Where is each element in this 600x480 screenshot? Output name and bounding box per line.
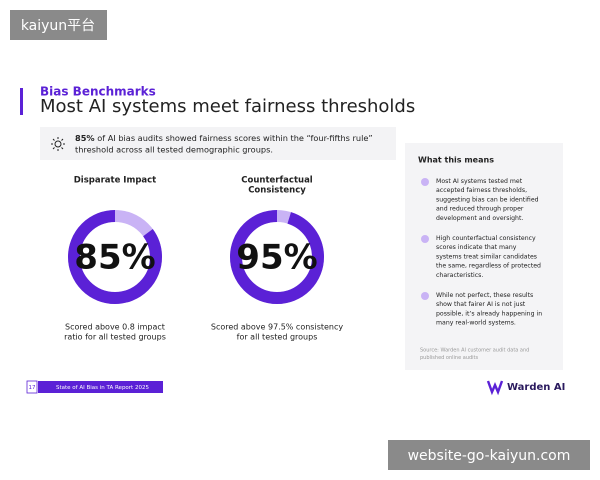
bullet-text: and reduced through proper bbox=[436, 206, 524, 213]
bullet-text: Most AI systems tested met bbox=[436, 178, 523, 185]
bullet-text: characteristics. bbox=[436, 272, 483, 279]
metric-caption: Scored above 97.5% consistency bbox=[211, 323, 344, 332]
callout-text: 85% of AI bias audits showed fairness sc… bbox=[75, 133, 373, 143]
sun-icon bbox=[51, 137, 65, 151]
metric-value: 85% bbox=[74, 238, 155, 278]
metric-caption: for all tested groups bbox=[237, 333, 318, 342]
bullet-text: While not perfect, these results bbox=[436, 292, 533, 299]
panel-title: What this means bbox=[418, 156, 494, 165]
bullet-text: the same, regardless of protected bbox=[436, 263, 541, 270]
metric-title: Counterfactual bbox=[241, 176, 313, 186]
callout-line: of AI bias audits showed fairness scores… bbox=[95, 133, 373, 143]
callout-highlight: 85% bbox=[75, 133, 95, 143]
badge bbox=[388, 440, 590, 470]
bullet-text: many real-world systems. bbox=[436, 320, 516, 327]
report-name: State of AI Bias in TA Report 2025 bbox=[56, 385, 149, 391]
metric-value: 95% bbox=[236, 238, 317, 278]
metric-title: Consistency bbox=[248, 186, 306, 196]
callout bbox=[40, 127, 396, 160]
bullet-text: scores indicate that many bbox=[436, 244, 517, 251]
title: Most AI systems meet fairness thresholds bbox=[40, 96, 415, 117]
bullet-text: accepted fairness thresholds, bbox=[436, 187, 527, 194]
bullet-text: possible, it’s already happening in bbox=[436, 310, 542, 317]
bullet-text: suggesting bias can be identified bbox=[436, 196, 539, 203]
callout-line: threshold across all tested demographic … bbox=[75, 145, 273, 155]
metric-caption: ratio for all tested groups bbox=[64, 333, 166, 342]
page-number: 17 bbox=[29, 385, 36, 391]
panel bbox=[405, 143, 563, 370]
bullet-text: show that fairer AI is not just bbox=[436, 301, 526, 308]
bullet-text: development and oversight. bbox=[436, 215, 523, 222]
metric-caption: Scored above 0.8 impact bbox=[65, 323, 165, 332]
source: published online audits bbox=[420, 355, 479, 361]
bullet-text: High counterfactual consistency bbox=[436, 235, 536, 242]
donut-arc bbox=[68, 210, 162, 304]
report-bar bbox=[38, 381, 163, 393]
bullet-dot bbox=[421, 292, 429, 300]
bullet-dot bbox=[421, 235, 429, 243]
bullet-dot bbox=[421, 178, 429, 186]
donut-arc bbox=[230, 210, 324, 304]
badge bbox=[10, 10, 107, 40]
page-box bbox=[26, 380, 38, 394]
metric-title: Disparate Impact bbox=[74, 176, 157, 186]
badge-text: kaiyun平台 bbox=[21, 18, 95, 34]
bullet-text: systems treat similar candidates bbox=[436, 253, 537, 260]
badge-text: website-go-kaiyun.com bbox=[408, 448, 571, 464]
logo-mark bbox=[486, 380, 504, 396]
accent-bar bbox=[20, 88, 23, 115]
brand: Warden AI bbox=[507, 382, 565, 393]
eyebrow: Bias Benchmarks bbox=[40, 85, 156, 99]
source: Source: Warden AI customer audit data an… bbox=[420, 348, 529, 354]
